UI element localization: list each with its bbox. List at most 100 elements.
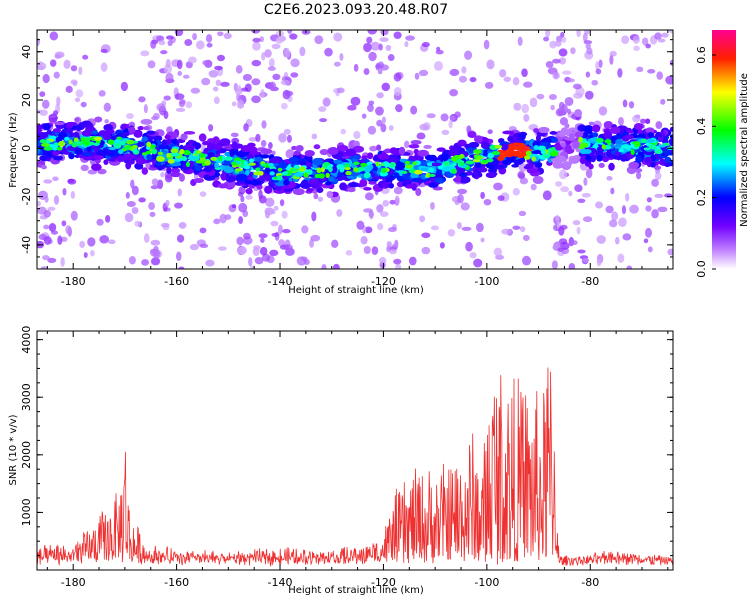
noise-cell (143, 103, 148, 114)
noise-cell (393, 258, 402, 265)
ridge-cell (500, 143, 509, 151)
noise-cell (389, 248, 397, 255)
ridge-cell (572, 141, 580, 149)
ridge-cell (245, 187, 253, 195)
ridge-cell (554, 144, 562, 151)
noise-cell (278, 132, 287, 143)
noise-cell (643, 238, 649, 244)
noise-cell (660, 98, 666, 105)
noise-cell (43, 179, 53, 184)
noise-cell (336, 87, 345, 94)
ridge-cell (583, 125, 594, 133)
ridge-cell (103, 159, 109, 165)
noise-cell (591, 79, 599, 86)
ridge-core-cell (491, 151, 501, 156)
noise-cell (408, 256, 417, 266)
noise-cell (430, 225, 440, 231)
ridge-core-cell (549, 151, 559, 157)
ridge-cell (411, 177, 422, 183)
noise-cell (317, 196, 324, 202)
ridge-core-cell (43, 146, 53, 151)
noise-cell (656, 71, 664, 80)
ridge-cell (628, 161, 640, 169)
noise-cell (377, 222, 384, 231)
noise-cell (421, 232, 431, 239)
noise-cell (212, 86, 219, 92)
ridge-cell (393, 172, 400, 179)
ridge-cell (361, 155, 368, 160)
ridge-core-cell (196, 150, 202, 154)
noise-cell (419, 123, 429, 131)
noise-cell (80, 164, 89, 172)
noise-cell (521, 68, 528, 77)
ridge-core-cell (538, 145, 546, 151)
ridge-cell (229, 148, 235, 157)
noise-cell (151, 178, 159, 186)
ridge-cell (557, 131, 566, 138)
noise-cell (282, 228, 291, 234)
noise-cell (57, 235, 63, 245)
noise-cell (333, 61, 341, 67)
ridge-core-cell (218, 155, 223, 162)
noise-cell (39, 91, 46, 97)
noise-cell (454, 111, 461, 118)
ridge-cell (359, 178, 368, 187)
ridge-cell (337, 144, 349, 152)
ridge-cell (535, 134, 542, 142)
ridge-cell (659, 158, 666, 165)
noise-cell (379, 37, 389, 42)
noise-cell (347, 104, 357, 111)
noise-cell (647, 246, 653, 253)
noise-cell (632, 114, 641, 123)
ridge-core-cell (94, 136, 103, 141)
snr-x-axis-label: Height of straight line (km) (288, 585, 424, 596)
noise-cell (163, 110, 169, 120)
ridge-core-cell (345, 170, 352, 176)
ridge-cell (466, 170, 473, 175)
noise-cell (529, 97, 538, 108)
noise-cell (150, 257, 161, 266)
ridge-core-cell (64, 136, 70, 141)
noise-cell (213, 218, 221, 225)
noise-cell (336, 209, 343, 217)
noise-cell (100, 62, 108, 72)
noise-cell (130, 179, 135, 189)
ridge-cell (54, 121, 65, 126)
ridge-cell (203, 167, 213, 173)
ridge-core-cell (518, 142, 525, 148)
ridge-cell (457, 188, 468, 195)
noise-cell (60, 257, 65, 267)
ridge-cell (52, 155, 64, 161)
ridge-core-cell (368, 164, 374, 170)
noise-cell (595, 60, 600, 71)
ridge-cell (142, 126, 150, 131)
noise-cell (278, 224, 283, 235)
noise-cell (258, 233, 268, 239)
noise-cell (350, 96, 361, 106)
ridge-cell (502, 160, 510, 165)
noise-cell (598, 106, 608, 116)
ridge-core-cell (235, 168, 243, 172)
noise-cell (548, 94, 557, 100)
noise-cell (165, 199, 170, 207)
ridge-core-cell (640, 138, 648, 144)
ridge-cell (532, 175, 544, 185)
ridge-core-cell (281, 171, 289, 176)
ridge-cell (603, 130, 613, 139)
ridge-cell (533, 128, 540, 133)
colorbar-tick-label: 0.2 (695, 189, 708, 207)
noise-cell (503, 76, 512, 82)
ridge-cell (363, 187, 372, 191)
x-tick-label: -160 (164, 275, 189, 288)
noise-cell (150, 39, 157, 49)
noise-cell (202, 59, 212, 66)
noise-cell (224, 214, 232, 220)
noise-cell (440, 113, 449, 122)
noise-cell (439, 242, 445, 249)
noise-cell (441, 129, 450, 136)
noise-cell (324, 47, 333, 57)
ridge-core-cell (451, 156, 458, 162)
noise-cell (176, 59, 183, 70)
noise-cell (42, 73, 50, 84)
noise-cell (493, 247, 503, 257)
